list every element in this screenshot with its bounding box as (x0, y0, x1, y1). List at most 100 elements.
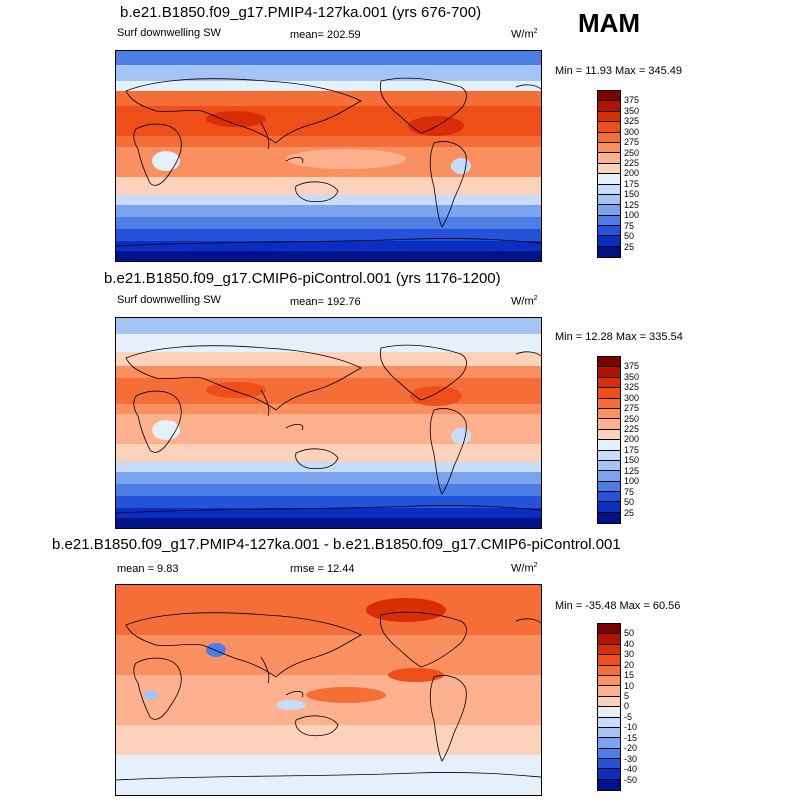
panel-1-title: b.e21.B1850.f09_g17.PMIP4-127ka.001 (yrs… (120, 4, 482, 21)
panel-3-mean: mean = 9.83 (117, 563, 179, 575)
colorbar-box (598, 163, 620, 175)
colorbar-box (598, 367, 620, 378)
colorbar-box (598, 153, 620, 164)
colorbar-box (598, 388, 620, 399)
colorbar-box (598, 246, 620, 258)
colorbar-box (598, 655, 620, 666)
colorbar-tick-label: 200 (624, 168, 640, 178)
colorbar-box (598, 440, 620, 451)
colorbar-tick-label: 150 (624, 455, 640, 465)
colorbar-box (598, 460, 620, 472)
colorbar-tick-label: -15 (624, 733, 638, 743)
panel-2-map (115, 317, 542, 529)
colorbar-box (598, 624, 620, 635)
panel-2-map-field (116, 318, 541, 528)
colorbar-box (598, 205, 620, 216)
colorbar-box (598, 471, 620, 482)
panel-2-title: b.e21.B1850.f09_g17.CMIP6-piControl.001 … (104, 270, 501, 287)
colorbar-box (598, 91, 620, 102)
colorbar-box (598, 686, 620, 697)
colorbar-tick-label: 250 (624, 414, 640, 424)
colorbar-box (598, 634, 620, 645)
colorbar-box (598, 727, 620, 739)
colorbar-tick-label: 325 (624, 382, 640, 392)
colorbar-tick-label: 20 (624, 660, 635, 670)
colorbar-tick-label: 75 (624, 487, 635, 497)
colorbar-tick-label: 275 (624, 137, 640, 147)
colorbar-box (598, 398, 620, 409)
colorbar-box (598, 512, 620, 524)
colorbar-box (598, 122, 620, 133)
panel-1-minmax: Min = 11.93 Max = 345.49 (555, 65, 682, 77)
panel-2-units: W/m2 (511, 295, 538, 308)
colorbar-tick-label: 225 (624, 158, 640, 168)
colorbar-box (598, 492, 620, 503)
colorbar-box (598, 357, 620, 368)
colorbar-tick-label: 15 (624, 670, 635, 680)
colorbar-box (598, 675, 620, 687)
colorbar-tick-label: 325 (624, 116, 640, 126)
colorbar-box (598, 132, 620, 143)
colorbar-tick-label: 75 (624, 221, 635, 231)
colorbar-box (598, 769, 620, 780)
colorbar-tick-label: 40 (624, 639, 635, 649)
season-label: MAM (578, 8, 641, 38)
panel-1-map-field (116, 51, 541, 261)
colorbar-tick-label: -40 (624, 764, 638, 774)
colorbar-tick-label: 50 (624, 231, 635, 241)
colorbar-box (598, 481, 620, 493)
colorbar-tick-label: 125 (624, 466, 640, 476)
colorbar-box (598, 419, 620, 430)
colorbar-tick-label: 175 (624, 445, 640, 455)
colorbar-tick-label: 125 (624, 200, 640, 210)
panel-3-map-field (116, 585, 541, 795)
colorbar-tick-label: 25 (624, 242, 635, 252)
panel-3-title: b.e21.B1850.f09_g17.PMIP4-127ka.001 - b.… (52, 536, 621, 553)
colorbar-tick-label: 175 (624, 179, 640, 189)
panel-3-rmse: rmse = 12.44 (290, 563, 355, 575)
colorbar-box (598, 696, 620, 708)
colorbar-tick-label: -5 (624, 712, 633, 722)
colorbar-box (598, 429, 620, 441)
colorbar-box (598, 665, 620, 676)
panel-3-colorbar (597, 623, 621, 792)
colorbar-tick-label: 50 (624, 628, 635, 638)
colorbar-tick-label: -50 (624, 775, 638, 785)
colorbar-tick-label: 30 (624, 649, 635, 659)
colorbar-tick-label: 250 (624, 148, 640, 158)
colorbar-tick-label: 10 (624, 681, 635, 691)
colorbar-tick-label: 275 (624, 403, 640, 413)
colorbar-box (598, 194, 620, 206)
colorbar-tick-label: 25 (624, 508, 635, 518)
colorbar-box (598, 717, 620, 728)
colorbar-box (598, 707, 620, 718)
colorbar-box (598, 111, 620, 123)
colorbar-box (598, 738, 620, 749)
colorbar-box (598, 184, 620, 195)
colorbar-box (598, 450, 620, 461)
colorbar-box (598, 408, 620, 420)
colorbar-tick-label: 200 (624, 434, 640, 444)
colorbar-tick-label: 5 (624, 691, 630, 701)
panel-3-units: W/m2 (511, 562, 538, 575)
panel-1-map (115, 50, 542, 262)
colorbar-tick-label: 350 (624, 372, 640, 382)
panel-1-variable-label: Surf downwelling SW (117, 27, 221, 39)
panel-3-map (115, 584, 542, 796)
panel-1-mean: mean= 202.59 (290, 29, 361, 41)
colorbar-tick-label: 350 (624, 106, 640, 116)
colorbar-box (598, 748, 620, 760)
colorbar-tick-label: 0 (624, 701, 630, 711)
colorbar-tick-label: 100 (624, 210, 640, 220)
colorbar-box (598, 779, 620, 791)
colorbar-box (598, 142, 620, 154)
colorbar-box (598, 174, 620, 185)
colorbar-box (598, 377, 620, 389)
colorbar-tick-label: 300 (624, 127, 640, 137)
panel-2-mean: mean= 192.76 (290, 296, 361, 308)
panel-2-colorbar (597, 356, 621, 525)
colorbar-tick-label: -10 (624, 722, 638, 732)
panel-3-minmax: Min = -35.48 Max = 60.56 (555, 600, 681, 612)
colorbar-box (598, 226, 620, 237)
panel-2-minmax: Min = 12.28 Max = 335.54 (555, 331, 683, 343)
